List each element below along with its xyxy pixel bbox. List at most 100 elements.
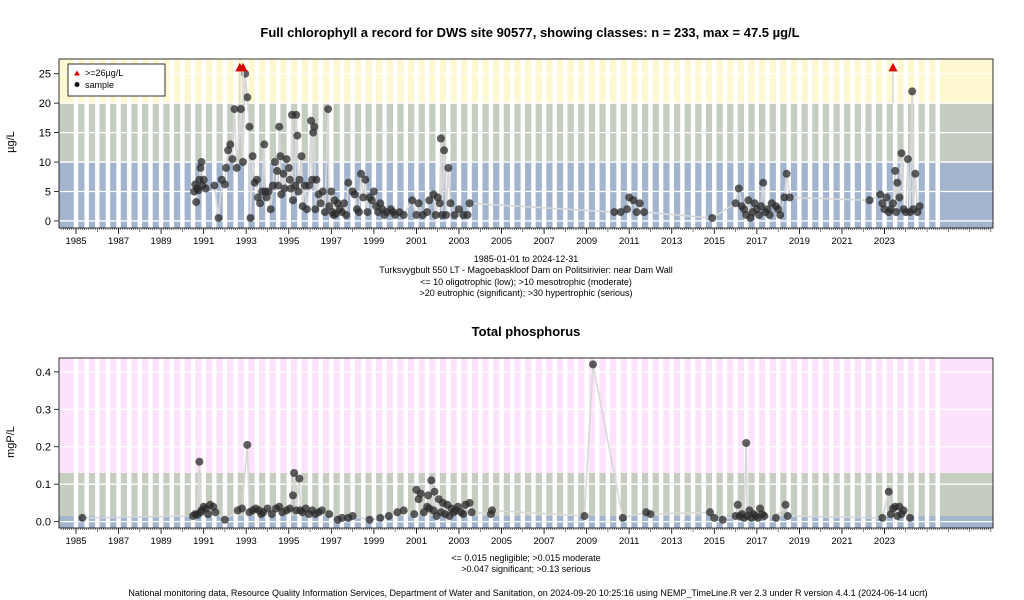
data-point [427, 476, 436, 485]
data-point [446, 199, 455, 208]
x-tick-label: 1995 [278, 236, 299, 247]
data-point [882, 193, 891, 202]
data-point [295, 474, 304, 483]
data-point [297, 152, 306, 161]
data-point [291, 181, 300, 190]
data-point [295, 175, 304, 184]
data-point [280, 184, 289, 193]
data-point [367, 196, 376, 205]
data-point [78, 513, 87, 522]
chart-1-y-axis-label: µg/L [5, 131, 17, 153]
x-tick-label: 1999 [363, 536, 384, 547]
data-point [785, 193, 794, 202]
chart-2-x-axis: 1985 1987 1989 1991 1993 1995 1997 1999 2001 2003… [60, 528, 992, 547]
chart-1-points [190, 69, 924, 222]
data-point [444, 163, 453, 172]
data-point [292, 110, 301, 119]
data-point [289, 196, 297, 205]
x-tick-label: 2005 [491, 536, 512, 547]
data-point [731, 199, 740, 208]
data-point [239, 158, 247, 166]
data-point [350, 190, 359, 199]
data-point [277, 190, 286, 199]
data-point [908, 87, 917, 96]
data-point [290, 469, 299, 477]
data-point [210, 181, 219, 190]
x-tick-label: 2017 [746, 536, 767, 547]
x-tick-label: 2023 [874, 236, 895, 247]
x-tick-label: 2019 [789, 536, 810, 547]
data-point [264, 187, 273, 196]
data-point [325, 510, 334, 519]
x-tick-label: 1991 [193, 236, 214, 247]
x-tick-label: 1995 [278, 536, 299, 547]
chart-1-capped-markers [235, 62, 898, 104]
x-tick-label: 1999 [363, 236, 384, 247]
x-tick-label: 2007 [534, 236, 555, 247]
data-point [293, 131, 302, 140]
data-point [220, 515, 229, 524]
data-point [718, 515, 727, 524]
x-tick-label: 2007 [534, 536, 555, 547]
y-tick-label: 0 [45, 216, 51, 228]
data-point [245, 122, 254, 131]
data-point [399, 211, 408, 219]
data-point [399, 506, 408, 515]
x-tick-label: 1997 [321, 236, 342, 247]
data-point [755, 211, 763, 219]
data-point [302, 205, 311, 214]
chart-1-caption: 1985-01-01 to 2024-12-31 Turksvygbult 55… [379, 254, 673, 298]
x-tick-label: 1993 [236, 236, 257, 247]
data-point [878, 513, 887, 522]
legend-capped-marker-icon [74, 70, 80, 76]
x-tick-label: 2009 [576, 236, 597, 247]
footer-credit: National monitoring data, Resource Quali… [128, 588, 927, 598]
data-point [589, 360, 597, 369]
data-point [238, 504, 246, 513]
x-tick-label: 1989 [151, 536, 172, 547]
data-point [369, 187, 378, 196]
chart-1-caption-line-1: 1985-01-01 to 2024-12-31 [474, 254, 579, 264]
data-point [327, 187, 336, 196]
data-point [629, 196, 638, 205]
data-point [316, 199, 325, 208]
data-point [232, 163, 241, 172]
data-point [285, 175, 294, 184]
data-point [488, 506, 496, 515]
capped-marker [888, 62, 898, 72]
chart-1-caption-line-4: >20 eutrophic (significant); >30 hypertr… [419, 288, 632, 298]
data-point [279, 169, 288, 178]
x-tick-label: 1997 [321, 536, 342, 547]
data-point [892, 208, 901, 217]
data-point [891, 166, 900, 175]
data-point [759, 178, 768, 187]
data-point [236, 105, 245, 114]
data-point [772, 513, 780, 522]
data-point [610, 208, 619, 217]
x-tick-label: 2023 [874, 536, 895, 547]
chart-2-y-axis: 0.0 0.1 0.2 0.3 0.4 [36, 367, 59, 529]
data-point [895, 193, 904, 202]
data-point [203, 510, 212, 519]
data-point [903, 155, 912, 164]
data-point [906, 513, 914, 522]
x-tick-label: 2021 [831, 236, 852, 247]
data-point [436, 134, 445, 143]
chart-1-y-axis: 0 5 10 15 20 25 [39, 69, 59, 228]
x-tick-label: 2013 [661, 236, 682, 247]
data-point [781, 500, 790, 509]
chart-1-x-axis: 1985 1987 1989 1991 1993 1995 1997 1999 2001 2003… [60, 228, 992, 247]
chart-1-legend-capped: >=26µg/L [85, 68, 123, 78]
data-point [211, 508, 220, 517]
data-point [246, 214, 255, 222]
data-point [414, 199, 423, 208]
data-point [199, 175, 208, 184]
data-point [376, 513, 385, 522]
x-tick-label: 2001 [406, 236, 427, 247]
data-point [228, 155, 237, 164]
y-tick-label: 15 [39, 128, 51, 140]
chart-1-caption-line-3: <= 10 oligotrophic (low); >10 mesotrophi… [420, 277, 632, 287]
chart-2-caption: <= 0.015 negligible; >0.015 moderate >0.… [451, 553, 600, 574]
x-tick-label: 2005 [491, 236, 512, 247]
data-point [897, 149, 906, 158]
